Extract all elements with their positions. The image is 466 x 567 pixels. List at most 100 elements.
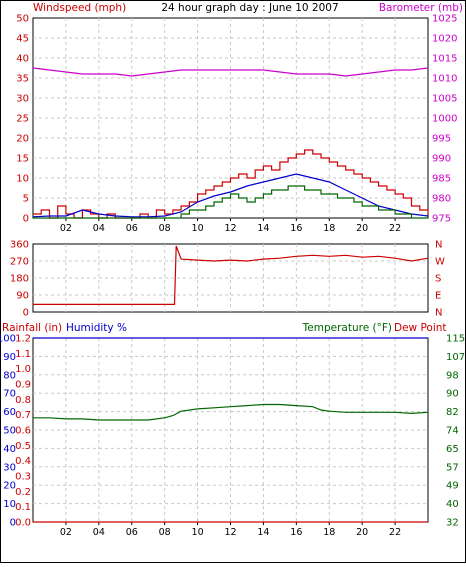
- direction-degree-tick-label: 360: [10, 240, 29, 251]
- temperature-tick-label: 65: [446, 444, 459, 455]
- temperature-tick-label: 98: [446, 370, 459, 381]
- direction-compass-tick-label: S: [435, 274, 441, 285]
- temperature-tick-label: 49: [446, 481, 459, 492]
- x-tick-label: 16: [290, 527, 302, 538]
- rainfall-tick-label: 1.2: [15, 334, 31, 345]
- direction-degree-tick-label: 180: [10, 274, 29, 285]
- x-tick-label: 04: [93, 223, 105, 234]
- barometer-tick-label: 980: [432, 194, 451, 205]
- x-tick-label: 20: [356, 223, 368, 234]
- humidity-tick-label: 30: [3, 462, 16, 473]
- direction-degree-tick-label: 270: [10, 257, 29, 268]
- windspeed-tick-label: 15: [16, 154, 29, 165]
- barometer-tick-label: 990: [432, 154, 451, 165]
- rainfall-axis-label: Rainfall (in): [2, 322, 62, 334]
- temperature-tick-label: 57: [446, 462, 459, 473]
- windspeed-tick-label: 30: [16, 94, 29, 105]
- temperature-tick-label: 74: [446, 426, 459, 437]
- wind-direction-series-line: [33, 245, 429, 305]
- temperature-tick-label: 115: [446, 334, 465, 345]
- windspeed-tick-label: 45: [16, 34, 29, 45]
- rainfall-tick-label: 0.7: [15, 410, 31, 421]
- x-tick-label: 16: [290, 223, 302, 234]
- direction-compass-tick-label: W: [435, 257, 445, 268]
- x-tick-label: 02: [60, 223, 72, 234]
- barometer-tick-label: 985: [432, 174, 451, 185]
- rainfall-tick-label: 0.4: [15, 456, 31, 467]
- humidity-tick-label: 70: [3, 389, 16, 400]
- dewpoint-axis-label: Dew Point: [394, 322, 447, 334]
- temperature-axis-label: Temperature (°F): [302, 322, 392, 334]
- rainfall-tick-label: 0.9: [15, 380, 31, 391]
- chart-title: 24 hour graph day : June 10 2007: [161, 2, 338, 14]
- x-tick-label: 20: [356, 527, 368, 538]
- x-tick-label: 22: [389, 527, 401, 538]
- rainfall-tick-label: 0.1: [15, 502, 31, 513]
- humidity-axis-label: Humidity %: [66, 322, 127, 334]
- windspeed-tick-label: 25: [16, 114, 29, 125]
- barometer-tick-label: 1000: [432, 114, 457, 125]
- humidity-tick-label: 10: [3, 499, 16, 510]
- barometer-tick-label: 975: [432, 214, 451, 225]
- x-tick-label: 06: [126, 223, 138, 234]
- rainfall-tick-label: 0.0: [15, 518, 31, 529]
- humidity-tick-label: 80: [3, 370, 16, 381]
- x-tick-label: 18: [323, 223, 335, 234]
- x-tick-label: 06: [126, 527, 138, 538]
- direction-compass-tick-label: N: [435, 240, 442, 251]
- direction-degree-tick-label: 90: [16, 291, 29, 302]
- x-tick-label: 08: [159, 527, 171, 538]
- barometer-tick-label: 1015: [432, 54, 457, 65]
- wind-barometer-panel: 0510152025303540455097598098599099510001…: [16, 14, 457, 235]
- humidity-tick-label: 60: [3, 407, 16, 418]
- temperature-tick-label: 107: [446, 352, 465, 363]
- temperature-tick-label: 40: [446, 499, 459, 510]
- humidity-tick-label: 50: [3, 426, 16, 437]
- x-tick-label: 12: [224, 527, 236, 538]
- barometer-tick-label: 995: [432, 134, 451, 145]
- windspeed-tick-label: 5: [23, 194, 29, 205]
- humidity-tick-label: 90: [3, 352, 16, 363]
- x-tick-label: 10: [192, 223, 204, 234]
- barometer-tick-label: 1010: [432, 74, 457, 85]
- x-tick-label: 14: [257, 223, 269, 234]
- direction-compass-tick-label: N: [435, 308, 442, 319]
- x-tick-label: 10: [192, 527, 204, 538]
- plot-area: [32, 243, 429, 313]
- barometer-tick-label: 1005: [432, 94, 457, 105]
- x-tick-label: 04: [93, 527, 105, 538]
- x-tick-label: 18: [323, 527, 335, 538]
- rainfall-tick-label: 0.5: [15, 441, 31, 452]
- windspeed-tick-label: 20: [16, 134, 29, 145]
- windspeed-tick-label: 50: [16, 14, 29, 25]
- rainfall-tick-label: 0.2: [15, 487, 31, 498]
- x-tick-label: 22: [389, 223, 401, 234]
- wind-speed-series-line: [33, 185, 428, 219]
- x-tick-label: 14: [257, 527, 269, 538]
- rainfall-tick-label: 1.0: [15, 364, 31, 375]
- rainfall-tick-label: 0.6: [15, 426, 31, 437]
- direction-degree-tick-label: 0: [23, 308, 29, 319]
- rainfall-tick-label: 0.8: [15, 395, 31, 406]
- barometer-tick-label: 1020: [432, 34, 457, 45]
- temperature-tick-label: 32: [446, 518, 459, 529]
- barometer-tick-label: 1025: [432, 14, 457, 25]
- windspeed-tick-label: 0: [23, 214, 29, 225]
- plot-area: [32, 17, 429, 219]
- barometer-series-line: [32, 67, 429, 77]
- rainfall-tick-label: 1.1: [15, 349, 31, 360]
- humidity-tick-label: 40: [3, 444, 16, 455]
- windspeed-tick-label: 40: [16, 54, 29, 65]
- windspeed-axis-label: Windspeed (mph): [33, 2, 126, 14]
- temperature-tick-label: 90: [446, 389, 459, 400]
- humidity-tick-label: 20: [3, 481, 16, 492]
- rainfall-tick-label: 0.3: [15, 472, 31, 483]
- x-tick-label: 08: [159, 223, 171, 234]
- wind-gust-series-line: [33, 149, 429, 219]
- temperature-tick-label: 82: [446, 407, 459, 418]
- x-tick-label: 02: [60, 527, 72, 538]
- direction-compass-tick-label: E: [435, 291, 441, 302]
